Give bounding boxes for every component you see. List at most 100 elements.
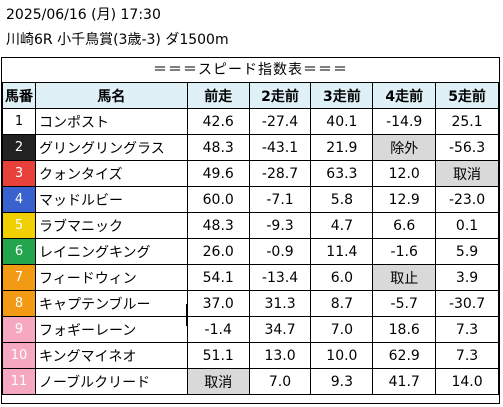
speed-index-cell: 7.0 bbox=[310, 316, 374, 343]
horse-name-cell: クォンタイズ bbox=[34, 160, 188, 187]
horse-number-cell: 5 bbox=[2, 212, 36, 239]
speed-index-cell: -43.1 bbox=[248, 134, 312, 161]
speed-index-cell: 48.3 bbox=[186, 134, 250, 161]
speed-index-cell: -5.7 bbox=[372, 290, 437, 317]
speed-index-cell: 18.6 bbox=[372, 316, 437, 343]
horse-number-cell: 2 bbox=[2, 134, 36, 161]
horse-name-cell: キングマイネオ bbox=[34, 342, 188, 369]
speed-index-cell: -27.4 bbox=[248, 108, 312, 135]
speed-index-table: 馬番 馬名 前走 2走前 3走前 4走前 5走前 1 コンポスト 42.6 -27.4… bbox=[2, 82, 499, 395]
speed-index-panel: ＝＝＝スピード指数表＝＝＝ 馬番 馬名 前走 2走前 3走前 4走前 5走前 1… bbox=[1, 57, 500, 404]
speed-index-cell: 4.7 bbox=[310, 212, 374, 239]
col-header-last-race: 前走 bbox=[186, 82, 250, 109]
horse-number-cell: 3 bbox=[2, 160, 36, 187]
speed-index-cell: 14.0 bbox=[435, 368, 499, 395]
horse-number-cell: 4 bbox=[2, 186, 36, 213]
table-row: 9 フォギーレーン -1.4 34.7 7.0 18.6 7.3 bbox=[2, 316, 499, 343]
speed-index-cell: -13.4 bbox=[248, 264, 312, 291]
speed-index-cell: 10.0 bbox=[310, 342, 374, 369]
horse-number-cell: 10 bbox=[2, 342, 36, 369]
speed-index-cell: 12.9 bbox=[372, 186, 437, 213]
speed-index-cell: 42.6 bbox=[186, 108, 250, 135]
table-row: 11 ノーブルクリード 取消 7.0 9.3 41.7 14.0 bbox=[2, 368, 499, 395]
table-body: 1 コンポスト 42.6 -27.4 40.1 -14.9 25.1 2 グリングリングラス 48… bbox=[2, 108, 499, 395]
speed-index-cell: -1.6 bbox=[372, 238, 437, 265]
table-row: 8 キャプテンブルー 37.0 31.3 8.7 -5.7 -30.7 bbox=[2, 290, 499, 317]
horse-name-cell: フォギーレーン bbox=[34, 316, 188, 343]
speed-index-cell: 31.3 bbox=[248, 290, 312, 317]
speed-index-cell: 25.1 bbox=[435, 108, 499, 135]
col-header-5-races-ago: 5走前 bbox=[435, 82, 499, 109]
table-row: 5 ラブマニック 48.3 -9.3 4.7 6.6 0.1 bbox=[2, 212, 499, 239]
speed-index-cell: 13.0 bbox=[248, 342, 312, 369]
speed-index-cell: 41.7 bbox=[372, 368, 437, 395]
text-cursor bbox=[186, 304, 188, 326]
table-header-row: 馬番 馬名 前走 2走前 3走前 4走前 5走前 bbox=[2, 82, 499, 109]
speed-index-cell: 取消 bbox=[435, 160, 499, 187]
horse-name-cell: マッドルビー bbox=[34, 186, 188, 213]
table-row: 4 マッドルビー 60.0 -7.1 5.8 12.9 -23.0 bbox=[2, 186, 499, 213]
table-row: 2 グリングリングラス 48.3 -43.1 21.9 除外 -56.3 bbox=[2, 134, 499, 161]
speed-index-cell: 取消 bbox=[186, 368, 250, 395]
table-row: 7 フィードウィン 54.1 -13.4 6.0 取止 3.9 bbox=[2, 264, 499, 291]
col-header-3-races-ago: 3走前 bbox=[310, 82, 374, 109]
speed-index-cell: -9.3 bbox=[248, 212, 312, 239]
table-row: 3 クォンタイズ 49.6 -28.7 63.3 12.0 取消 bbox=[2, 160, 499, 187]
col-header-horse-name: 馬名 bbox=[34, 82, 188, 109]
horse-number-cell: 11 bbox=[2, 368, 36, 395]
speed-index-cell: 7.3 bbox=[435, 342, 499, 369]
speed-index-cell: 0.1 bbox=[435, 212, 499, 239]
speed-index-cell: 5.8 bbox=[310, 186, 374, 213]
speed-index-cell: 11.4 bbox=[310, 238, 374, 265]
table-row: 1 コンポスト 42.6 -27.4 40.1 -14.9 25.1 bbox=[2, 108, 499, 135]
col-header-2-races-ago: 2走前 bbox=[248, 82, 312, 109]
speed-index-cell: 26.0 bbox=[186, 238, 250, 265]
horse-name-cell: レイニングキング bbox=[34, 238, 188, 265]
speed-index-cell: 21.9 bbox=[310, 134, 374, 161]
race-date-time: 2025/06/16 (月) 17:30 bbox=[6, 7, 161, 23]
table-title: ＝＝＝スピード指数表＝＝＝ bbox=[153, 62, 348, 78]
speed-index-cell: 63.3 bbox=[310, 160, 374, 187]
speed-index-cell: 除外 bbox=[372, 134, 437, 161]
speed-index-cell: -56.3 bbox=[435, 134, 499, 161]
horse-name-cell: フィードウィン bbox=[34, 264, 188, 291]
speed-index-cell: 8.7 bbox=[310, 290, 374, 317]
horse-number-cell: 6 bbox=[2, 238, 36, 265]
horse-number-cell: 7 bbox=[2, 264, 36, 291]
speed-index-cell: 7.3 bbox=[435, 316, 499, 343]
table-row: 10 キングマイネオ 51.1 13.0 10.0 62.9 7.3 bbox=[2, 342, 499, 369]
speed-index-cell: 6.0 bbox=[310, 264, 374, 291]
speed-index-cell: 37.0 bbox=[186, 290, 250, 317]
speed-index-cell: -14.9 bbox=[372, 108, 437, 135]
speed-index-cell: -30.7 bbox=[435, 290, 499, 317]
horse-name-cell: ノーブルクリード bbox=[34, 368, 188, 395]
speed-index-cell: 取止 bbox=[372, 264, 437, 291]
horse-name-cell: キャプテンブルー bbox=[34, 290, 188, 317]
speed-index-cell: 62.9 bbox=[372, 342, 437, 369]
col-header-number: 馬番 bbox=[2, 82, 36, 109]
horse-name-cell: グリングリングラス bbox=[34, 134, 188, 161]
speed-index-cell: 34.7 bbox=[248, 316, 312, 343]
speed-index-cell: 7.0 bbox=[248, 368, 312, 395]
speed-index-cell: -23.0 bbox=[435, 186, 499, 213]
speed-index-cell: 6.6 bbox=[372, 212, 437, 239]
race-info: 川崎6R 小千鳥賞(3歳-3) ダ1500m bbox=[6, 32, 229, 48]
table-row: 6 レイニングキング 26.0 -0.9 11.4 -1.6 5.9 bbox=[2, 238, 499, 265]
speed-index-cell: 54.1 bbox=[186, 264, 250, 291]
speed-index-cell: 49.6 bbox=[186, 160, 250, 187]
speed-index-cell: -28.7 bbox=[248, 160, 312, 187]
speed-index-cell: 3.9 bbox=[435, 264, 499, 291]
horse-number-cell: 1 bbox=[2, 108, 36, 135]
speed-index-cell: 9.3 bbox=[310, 368, 374, 395]
horse-name-cell: コンポスト bbox=[34, 108, 188, 135]
speed-index-cell: 51.1 bbox=[186, 342, 250, 369]
speed-index-cell: 48.3 bbox=[186, 212, 250, 239]
speed-index-cell: 12.0 bbox=[372, 160, 437, 187]
speed-index-cell: -1.4 bbox=[186, 316, 250, 343]
horse-number-cell: 9 bbox=[2, 316, 36, 343]
speed-index-cell: -0.9 bbox=[248, 238, 312, 265]
col-header-4-races-ago: 4走前 bbox=[372, 82, 437, 109]
speed-index-cell: -7.1 bbox=[248, 186, 312, 213]
horse-number-cell: 8 bbox=[2, 290, 36, 317]
horse-name-cell: ラブマニック bbox=[34, 212, 188, 239]
